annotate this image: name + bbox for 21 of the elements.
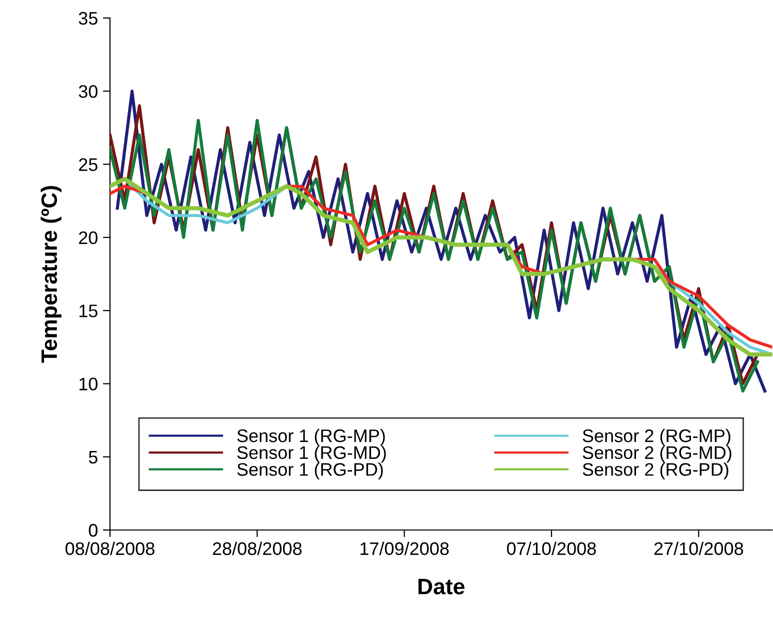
legend-label: Sensor 2 (RG-MD) <box>582 446 732 463</box>
y-tick-label: 30 <box>78 85 98 98</box>
legend-label: Sensor 2 (RG-MP) <box>582 428 730 446</box>
y-tick-label: 10 <box>79 378 98 390</box>
y-tick-label: 0 <box>88 524 98 537</box>
y-tick-label: 25 <box>79 158 98 172</box>
x-tick-label: 28/08/2008 <box>212 542 302 556</box>
x-tick-label: 07/10/2008 <box>507 542 596 556</box>
legend-label: Sensor 1 (RG-MD) <box>237 446 386 463</box>
y-tick-label: 15 <box>79 304 98 318</box>
x-tick-label: 17/09/2008 <box>360 542 449 556</box>
y-tick-label: 35 <box>78 12 98 25</box>
legend-label: Sensor 2 (RG-PD) <box>582 462 728 480</box>
legend-label: Sensor 1 (RG-MP) <box>237 428 385 446</box>
legend-label: Sensor 1 (RG-PD) <box>237 462 383 480</box>
y-tick-label: 5 <box>88 450 98 464</box>
y-axis-title: Temperature (ºC) <box>40 186 62 363</box>
y-tick-label: 20 <box>79 231 98 244</box>
x-tick-label: 27/10/2008 <box>654 542 744 556</box>
x-axis-title: Date <box>418 578 464 594</box>
x-tick-label: 08/08/2008 <box>66 542 154 556</box>
